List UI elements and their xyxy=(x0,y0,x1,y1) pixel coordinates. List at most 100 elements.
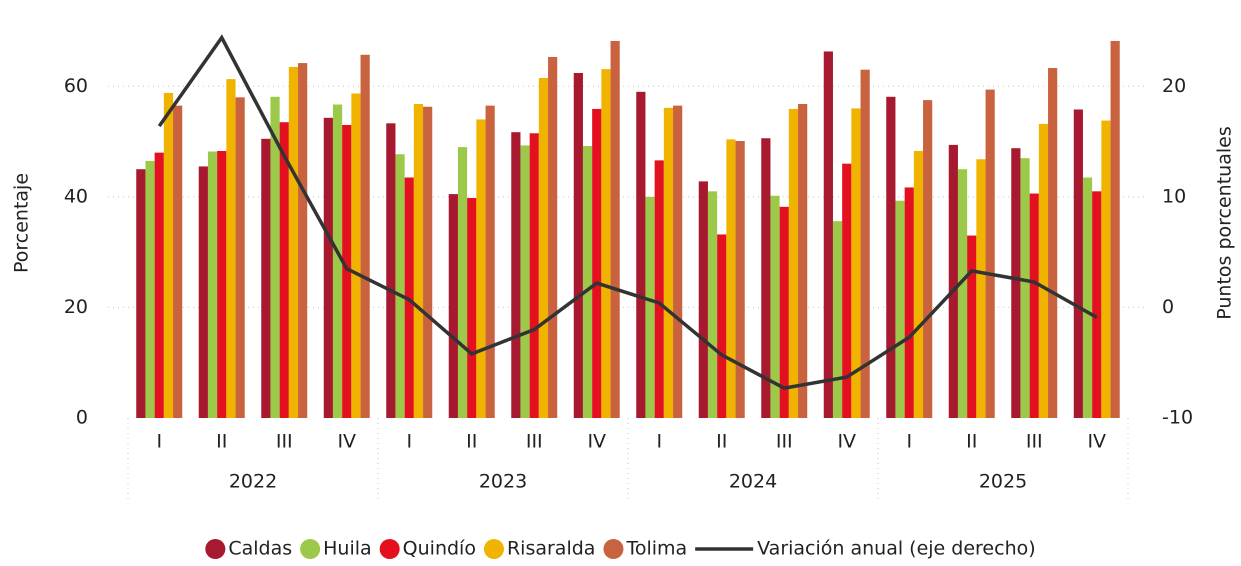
bar xyxy=(511,132,521,418)
bar xyxy=(413,103,424,418)
bar xyxy=(823,51,833,418)
bar xyxy=(601,69,611,418)
bar xyxy=(761,138,771,419)
bar xyxy=(788,108,799,419)
bar xyxy=(698,181,708,418)
year-label: 2022 xyxy=(229,471,277,493)
y-tick-label: 60 xyxy=(64,75,88,97)
y2-tick-label: 20 xyxy=(1162,75,1186,97)
legend-marker xyxy=(603,539,624,559)
bar xyxy=(332,104,343,418)
bar xyxy=(886,96,896,418)
y-tick-label: 20 xyxy=(64,296,88,318)
x-tick-label: II xyxy=(966,431,977,453)
x-tick-label: I xyxy=(406,431,412,453)
legend-label: Huila xyxy=(323,538,372,560)
year-label: 2025 xyxy=(979,471,1027,493)
x-tick-label: III xyxy=(1026,431,1043,453)
y-tick-label: 0 xyxy=(76,407,88,429)
bar xyxy=(485,105,495,418)
bar xyxy=(1092,191,1102,418)
x-tick-label: II xyxy=(466,431,477,453)
bar xyxy=(323,117,333,418)
bar xyxy=(673,105,683,418)
bar xyxy=(985,89,995,419)
legend: Caldas Huila Quindío Risaralda Tolima Variaci… xyxy=(205,538,1036,560)
bar xyxy=(520,145,530,419)
x-tick-label: II xyxy=(716,431,727,453)
bar xyxy=(351,93,361,419)
x-tick-label: II xyxy=(216,431,227,453)
bar xyxy=(136,169,146,418)
bar xyxy=(1101,120,1111,418)
x-tick-label: IV xyxy=(337,431,356,453)
bar xyxy=(529,133,539,418)
bar xyxy=(573,73,583,418)
bar xyxy=(467,197,477,418)
bar xyxy=(423,106,433,419)
legend-label: Quindío xyxy=(403,538,476,560)
x-tick-label: IV xyxy=(587,431,606,453)
bar xyxy=(298,63,308,419)
bar xyxy=(895,200,905,418)
x-tick-label: I xyxy=(156,431,162,453)
x-tick-label: I xyxy=(656,431,662,453)
bar xyxy=(548,56,558,419)
x-tick-label: III xyxy=(526,431,543,453)
bar xyxy=(235,97,245,418)
bar xyxy=(717,234,727,418)
legend-marker xyxy=(379,539,400,559)
bar xyxy=(654,160,664,418)
bar xyxy=(860,69,870,418)
bar xyxy=(798,103,808,418)
legend-marker xyxy=(300,539,321,559)
bar xyxy=(360,54,370,418)
bar xyxy=(476,119,486,418)
x-tick-label: I xyxy=(906,431,912,453)
bar xyxy=(967,235,977,418)
bar xyxy=(288,66,299,418)
bar xyxy=(957,169,968,418)
legend-label: Risaralda xyxy=(507,538,595,560)
y-axis-label: Porcentaje xyxy=(11,173,33,273)
bar xyxy=(913,150,924,418)
bar xyxy=(735,141,745,419)
x-tick-label: IV xyxy=(1087,431,1106,453)
bar xyxy=(457,147,468,418)
bar xyxy=(1038,123,1049,418)
bar xyxy=(645,196,655,418)
bar xyxy=(217,150,227,418)
bar xyxy=(163,92,174,419)
bar xyxy=(198,166,208,418)
legend-label: Variación anual (eje derecho) xyxy=(757,538,1036,560)
y2-tick-label: -10 xyxy=(1162,407,1193,429)
bar xyxy=(770,195,780,418)
bar xyxy=(1082,177,1093,418)
bar xyxy=(395,154,405,418)
legend-marker xyxy=(483,539,504,559)
bar xyxy=(832,221,843,418)
bar xyxy=(779,206,789,418)
bar xyxy=(145,160,155,418)
legend-label: Tolima xyxy=(625,538,687,560)
bar xyxy=(226,79,236,418)
bar xyxy=(636,91,646,419)
bar xyxy=(582,145,593,418)
bar xyxy=(386,123,396,418)
bar xyxy=(1011,148,1021,418)
bar xyxy=(154,152,164,418)
bar xyxy=(663,107,674,419)
bar xyxy=(923,100,933,418)
bar xyxy=(279,122,289,418)
bar xyxy=(1029,193,1039,418)
y2-axis-label: Puntos porcentuales xyxy=(1214,126,1236,319)
bar xyxy=(448,194,458,418)
line xyxy=(157,34,1098,390)
x-tick-label: III xyxy=(776,431,793,453)
bar xyxy=(610,40,620,419)
bar xyxy=(842,163,852,418)
bar xyxy=(707,191,718,418)
bar xyxy=(948,144,958,419)
bar xyxy=(592,108,602,419)
